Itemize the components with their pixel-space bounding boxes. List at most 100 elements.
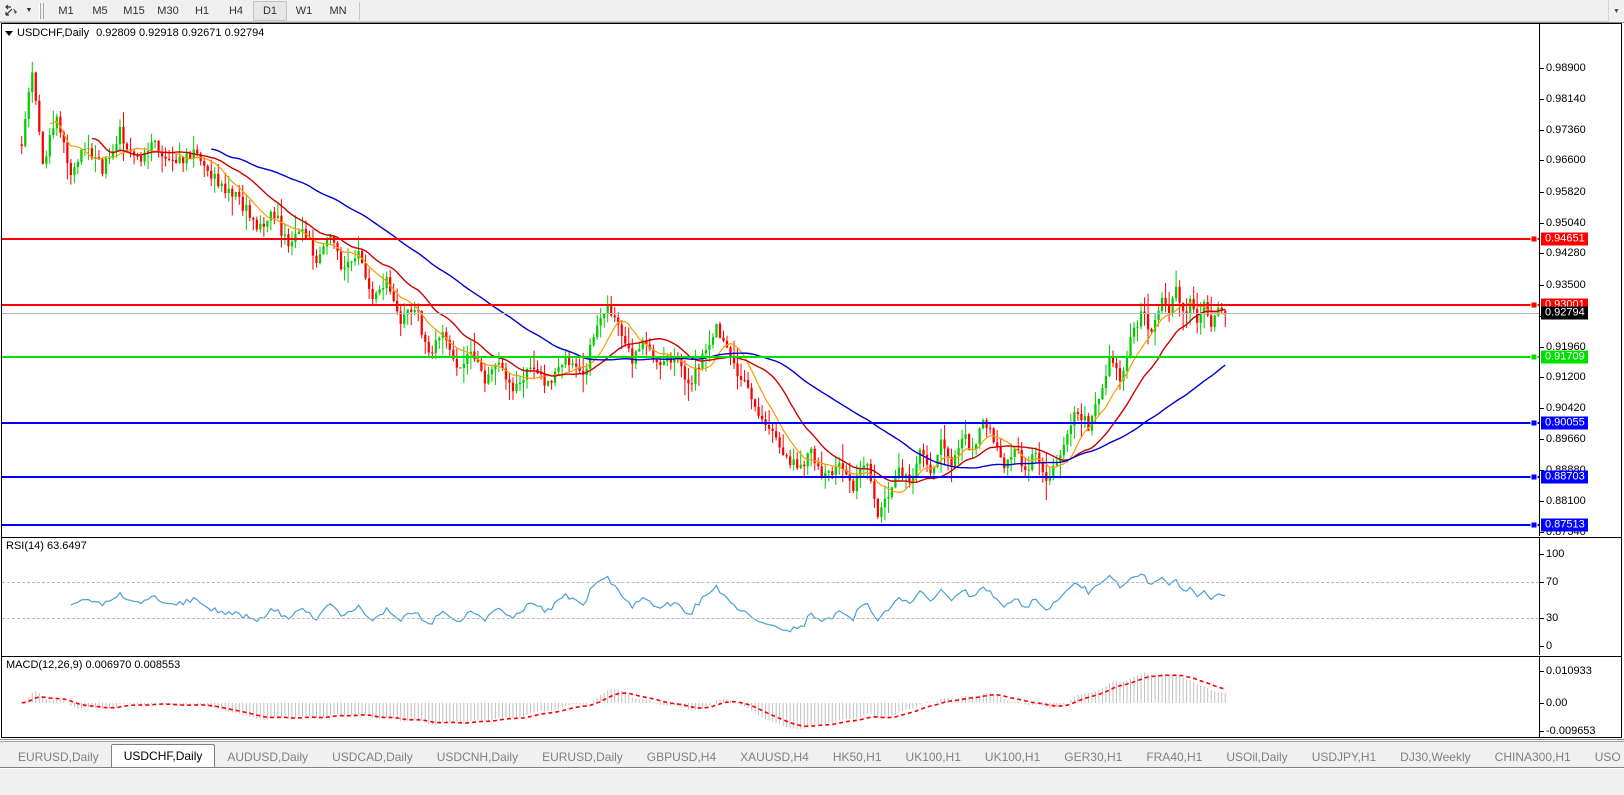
- price-axis-label: 0.95820: [1546, 185, 1586, 198]
- chart-tab-ger30-h1[interactable]: GER30,H1: [1064, 750, 1123, 764]
- rsi-axis-label: 100: [1546, 548, 1565, 560]
- tab-underline: [0, 767, 1624, 768]
- triangle-down-icon[interactable]: [5, 30, 13, 36]
- macd-axis-tick: [1540, 671, 1544, 672]
- chart-tab-usdcnh-daily[interactable]: USDCNH,Daily: [436, 750, 519, 764]
- price-plot-area[interactable]: [2, 24, 1539, 536]
- price-level-line-0.93001[interactable]: [2, 303, 1539, 306]
- price-axis-tick: [1540, 284, 1544, 286]
- price-level-badge-0.94651[interactable]: 0.94651: [1541, 232, 1588, 246]
- price-level-handle[interactable]: [1530, 521, 1538, 529]
- price-axis-tick: [1540, 408, 1544, 410]
- price-axis-label: 0.91200: [1546, 371, 1586, 384]
- chart-tab-fra40-h1[interactable]: FRA40,H1: [1146, 750, 1203, 764]
- chart-tab-eurusd-daily[interactable]: EURUSD,Daily: [542, 750, 623, 764]
- rsi-axis-label: 0: [1546, 640, 1553, 652]
- price-axis-tick: [1540, 253, 1544, 255]
- macd-axis-label: -0.009653: [1546, 725, 1596, 737]
- rsi-pane[interactable]: RSI(14) 63.6497 100 70 30 0: [2, 537, 1621, 655]
- price-axis-label: 0.96600: [1546, 154, 1586, 167]
- timeframe-button-d1[interactable]: D1: [253, 0, 287, 21]
- price-axis[interactable]: 0.98900 0.98140 0.97360 0.96600 0.95820 0.950…: [1539, 24, 1621, 538]
- chart-tab-usdchf-daily[interactable]: USDCHF,Daily: [110, 744, 216, 768]
- price-axis-tick: [1540, 98, 1544, 100]
- price-level-handle[interactable]: [1530, 301, 1538, 309]
- macd-plot-area[interactable]: [2, 657, 1539, 737]
- price-pane[interactable]: 0.98900 0.98140 0.97360 0.96600 0.95820 0.950…: [2, 24, 1621, 538]
- timeframe-button-m5[interactable]: M5: [92, 4, 108, 17]
- chart-tab-hk50-h1[interactable]: HK50,H1: [832, 750, 882, 764]
- chart-window: USDCHF,Daily 0.92809 0.92918 0.92671 0.9…: [0, 22, 1624, 740]
- price-level-badge-0.90055[interactable]: 0.90055: [1541, 416, 1588, 430]
- status-strip: [0, 768, 1624, 795]
- price-level-line-0.87513[interactable]: [2, 524, 1539, 527]
- price-axis-tick: [1540, 501, 1544, 503]
- chart-header: USDCHF,Daily 0.92809 0.92918 0.92671 0.9…: [5, 26, 264, 40]
- rsi-level-70: [2, 581, 1539, 583]
- chart-tab-china300-h1[interactable]: CHINA300,H1: [1494, 750, 1571, 764]
- price-level-line-0.90055[interactable]: [2, 422, 1539, 425]
- timeframe-button-m15[interactable]: M15: [123, 4, 145, 17]
- macd-histogram-series: [21, 672, 1226, 729]
- price-level-line-0.91709[interactable]: [2, 355, 1539, 358]
- chart-tab-bar: EURUSD,Daily USDCHF,Daily AUDUSD,Daily USDC…: [0, 741, 1624, 795]
- chart-tabs: EURUSD,Daily USDCHF,Daily AUDUSD,Daily USDC…: [0, 742, 1624, 768]
- price-level-badge-0.91709[interactable]: 0.91709: [1541, 350, 1588, 364]
- price-level-line-0.94651[interactable]: [2, 237, 1539, 240]
- timeframe-button-mn[interactable]: MN: [329, 4, 347, 17]
- chart-tab-gbpusd-h4[interactable]: GBPUSD,H4: [646, 750, 717, 764]
- price-axis-label: 0.97360: [1546, 123, 1586, 136]
- main-toolbar: ▼ M1 M5 M15 M30 H1 H4 D1 W1 MN ▼: [0, 0, 1624, 22]
- chart-tab-audusd-daily[interactable]: AUDUSD,Daily: [227, 750, 309, 764]
- crosshair-cursor-icon[interactable]: [0, 1, 22, 21]
- price-axis-label: 0.98900: [1546, 62, 1586, 74]
- chart-tab-usdjpy-h1[interactable]: USDJPY,H1: [1311, 750, 1377, 764]
- price-axis-tick: [1540, 377, 1544, 379]
- rsi-axis-label: 70: [1546, 575, 1559, 588]
- chart-tab-uk100-h1[interactable]: UK100,H1: [984, 750, 1041, 764]
- chart-tab-usdcad-daily[interactable]: USDCAD,Daily: [332, 750, 413, 764]
- chart-tab-xauusd-h4[interactable]: XAUUSD,H4: [740, 750, 809, 764]
- price-axis-label: 0.94280: [1546, 247, 1586, 260]
- toolbar-overflow-button[interactable]: ▼: [1608, 0, 1624, 22]
- price-axis-tick: [1540, 129, 1544, 131]
- price-axis-tick: [1540, 68, 1544, 69]
- timeframe-button-m1[interactable]: M1: [58, 4, 74, 17]
- price-axis-label: 0.89660: [1546, 432, 1586, 445]
- toolbar-drag-grip[interactable]: [39, 2, 46, 19]
- timeframe-button-h1[interactable]: H1: [194, 4, 210, 17]
- price-axis-tick: [1540, 532, 1544, 533]
- macd-axis-tick: [1540, 702, 1544, 704]
- price-level-badge-0.87513[interactable]: 0.87513: [1541, 518, 1588, 532]
- macd-axis-label: 0.00: [1546, 696, 1568, 709]
- price-axis-label: 0.88100: [1546, 495, 1586, 508]
- chart-symbol-label: USDCHF,Daily: [17, 27, 90, 39]
- rsi-level-30: [2, 618, 1539, 620]
- chart-tab-uso[interactable]: USO: [1594, 750, 1621, 764]
- macd-pane[interactable]: MACD(12,26,9) 0.006970 0.008553 0.010933…: [2, 656, 1621, 737]
- price-axis-label: 0.91960: [1546, 340, 1586, 353]
- price-axis-tick: [1540, 346, 1544, 348]
- timeframe-button-w1[interactable]: W1: [295, 4, 313, 17]
- toolbar-divider: [359, 1, 360, 20]
- price-level-handle[interactable]: [1530, 419, 1538, 427]
- toolbar-chevron-down-icon[interactable]: ▼: [25, 7, 33, 14]
- chart-inner: USDCHF,Daily 0.92809 0.92918 0.92671 0.9…: [1, 23, 1622, 738]
- price-level-handle[interactable]: [1530, 473, 1538, 481]
- price-axis-tick: [1540, 191, 1544, 193]
- chart-tab-uk100-h1[interactable]: UK100,H1: [905, 750, 961, 764]
- timeframe-button-h4[interactable]: H4: [228, 4, 244, 17]
- chart-tab-usoil-daily[interactable]: USOil,Daily: [1226, 750, 1288, 764]
- price-level-line-0.88703[interactable]: [2, 476, 1539, 479]
- rsi-axis-tick: [1540, 618, 1544, 620]
- chart-tab-dj30-weekly[interactable]: DJ30,Weekly: [1400, 750, 1471, 764]
- chart-tab-eurusd-daily[interactable]: EURUSD,Daily: [18, 750, 99, 764]
- rsi-line-series: [70, 573, 1226, 633]
- price-level-handle[interactable]: [1530, 353, 1538, 361]
- rsi-plot-area[interactable]: [2, 538, 1539, 655]
- rsi-axis: 100 70 30 0: [1539, 538, 1621, 655]
- price-level-badge-0.88703[interactable]: 0.88703: [1541, 470, 1588, 484]
- price-axis-label: 0.90420: [1546, 402, 1586, 415]
- timeframe-button-m30[interactable]: M30: [157, 4, 179, 17]
- price-level-handle[interactable]: [1530, 235, 1538, 243]
